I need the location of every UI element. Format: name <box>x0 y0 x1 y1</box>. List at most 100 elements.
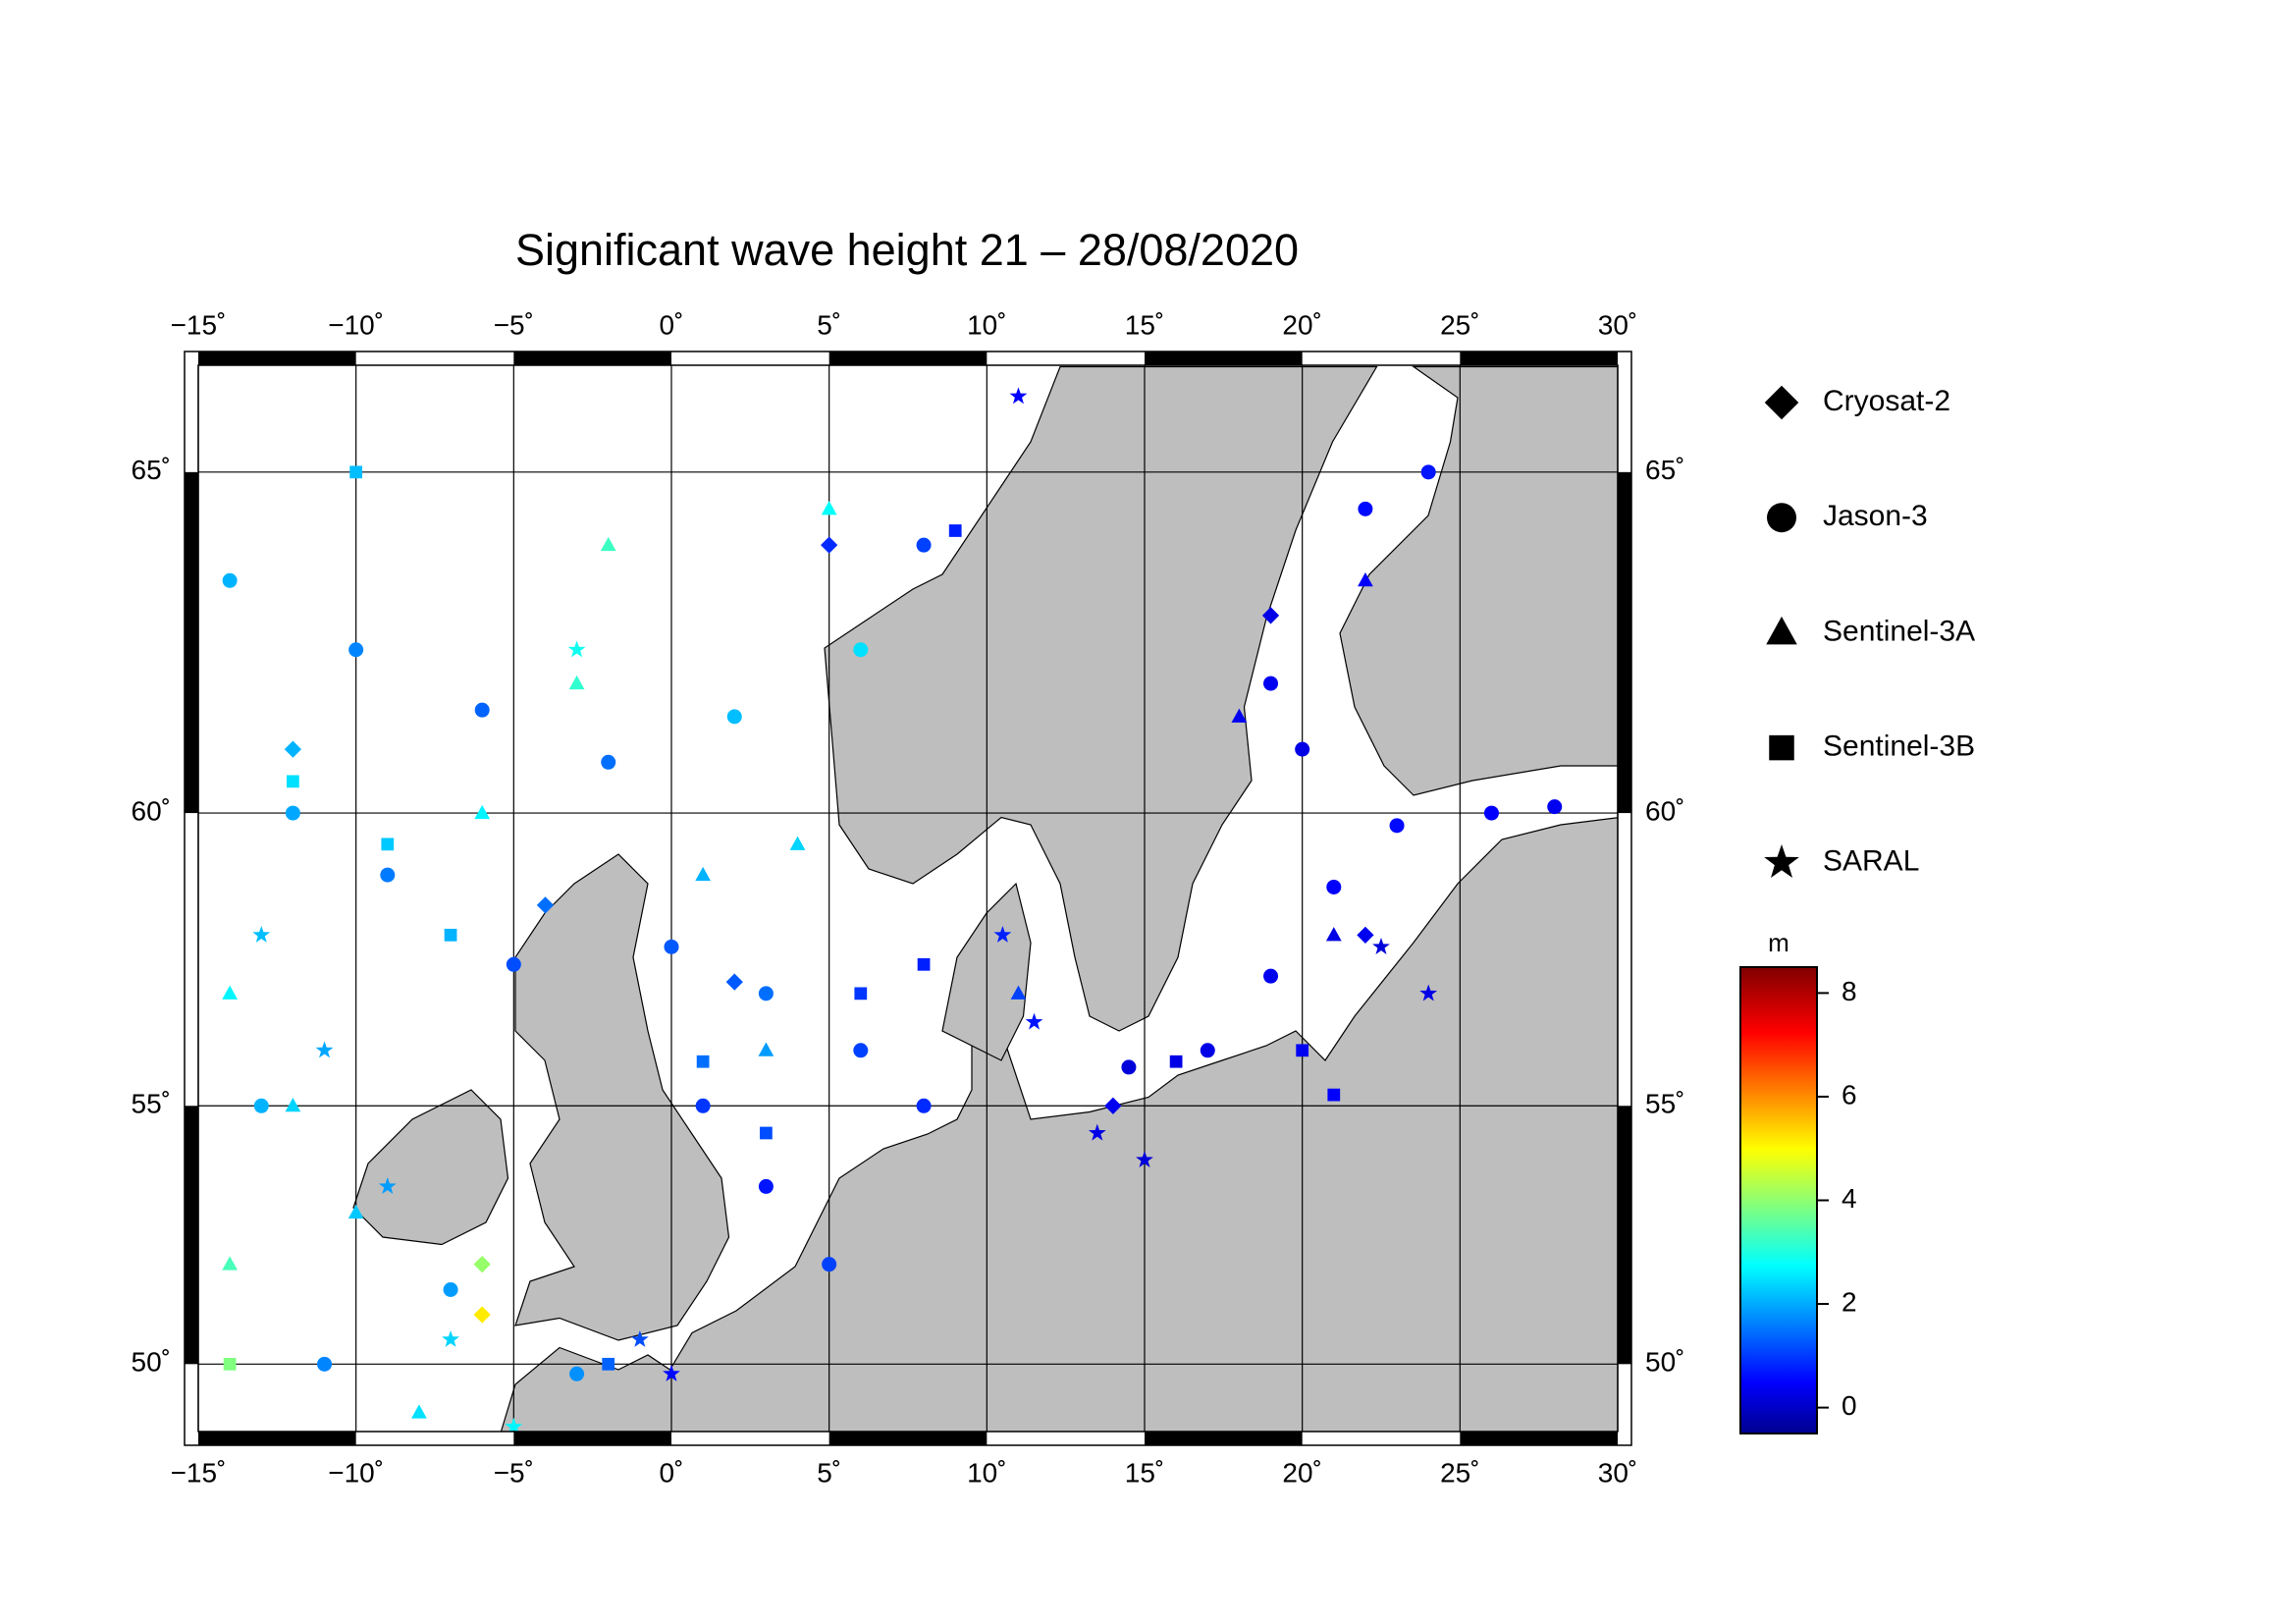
data-point <box>916 537 932 553</box>
data-point <box>1358 572 1373 587</box>
data-point <box>1121 1059 1137 1075</box>
data-point <box>1358 501 1373 516</box>
data-point <box>474 702 490 718</box>
data-point <box>1325 927 1342 942</box>
grid-layer: −15˚ −15˚ −10˚ −10˚ −5˚ −5˚ 0˚ 0˚ 5˚ 5˚ 10˚ 10˚ 15˚ 1… <box>132 309 1685 1488</box>
data-point <box>1295 741 1310 757</box>
data-point <box>348 642 364 658</box>
colorbar-label: m <box>1768 928 1789 957</box>
data-point <box>473 1256 491 1273</box>
data-point <box>1263 676 1279 691</box>
data-point <box>1231 708 1248 723</box>
great-britain <box>514 853 730 1341</box>
frame-bar <box>1145 1432 1303 1445</box>
data-point <box>1009 387 1028 405</box>
data-point <box>630 1329 649 1347</box>
frame-bar <box>185 471 198 814</box>
data-point <box>1419 984 1438 1001</box>
data-point <box>505 1417 523 1432</box>
data-point <box>222 985 239 1000</box>
x-tick-label: 20˚ <box>1282 309 1321 340</box>
colorbar-tick-label: 4 <box>1842 1183 1857 1214</box>
x-tick-label: 15˚ <box>1125 1457 1164 1488</box>
frame-bar <box>513 352 671 365</box>
legend-label: Jason-3 <box>1823 500 1928 532</box>
data-point <box>315 1041 334 1058</box>
x-tick-label: −10˚ <box>328 1457 384 1488</box>
data-point <box>695 866 712 882</box>
colorbar-ticks: 0 2 4 6 8 <box>1817 976 1857 1421</box>
data-point <box>725 973 743 991</box>
data-point <box>821 501 837 515</box>
data-point <box>1327 1088 1341 1102</box>
data-point <box>789 836 806 850</box>
data-point <box>347 1204 364 1219</box>
data-point <box>758 986 774 1001</box>
data-point <box>253 1098 269 1113</box>
data-point <box>442 1329 459 1347</box>
x-tick-label: 5˚ <box>817 309 841 340</box>
data-point <box>1483 805 1499 821</box>
data-point <box>378 1177 397 1194</box>
y-tick-label: 50˚ <box>132 1347 171 1378</box>
data-point <box>1357 926 1374 944</box>
legend-label: Cryosat-2 <box>1823 385 1950 417</box>
x-tick-label: 10˚ <box>967 309 1006 340</box>
data-point <box>602 1357 615 1371</box>
data-point <box>474 804 491 820</box>
data-point <box>1263 968 1279 984</box>
data-point <box>1169 1055 1183 1068</box>
data-point <box>601 754 616 770</box>
data-point <box>506 956 521 972</box>
x-tick-label: 30˚ <box>1598 309 1637 340</box>
frame-bar <box>1460 352 1618 365</box>
x-tick-label: 25˚ <box>1440 1457 1479 1488</box>
data-point <box>536 896 555 914</box>
x-tick-label: 10˚ <box>967 1457 1006 1488</box>
data-point <box>821 536 838 554</box>
data-point <box>285 1098 301 1112</box>
data-point <box>696 1055 710 1068</box>
x-tick-label: 0˚ <box>660 1457 684 1488</box>
data-point <box>1200 1043 1215 1058</box>
land-layer <box>352 365 1618 1432</box>
data-point <box>760 1126 773 1140</box>
legend-marker <box>1769 734 1794 761</box>
legend-label: SARAL <box>1823 845 1919 878</box>
colorbar <box>1739 966 1818 1434</box>
data-point <box>381 838 395 851</box>
data-point <box>854 987 868 1001</box>
data-point <box>317 1356 333 1372</box>
colorbar-tick-label: 0 <box>1842 1390 1857 1421</box>
x-tick-label: −10˚ <box>328 309 384 340</box>
y-tick-label: 55˚ <box>132 1089 171 1119</box>
x-tick-label: −15˚ <box>171 1457 227 1488</box>
colorbar-tick-label: 6 <box>1842 1079 1857 1109</box>
x-tick-label: 0˚ <box>660 309 684 340</box>
colorbar-tick-label: 2 <box>1842 1286 1857 1317</box>
y-tick-label: 60˚ <box>132 795 171 826</box>
x-tick-label: −15˚ <box>171 309 227 340</box>
data-point <box>822 1257 837 1272</box>
data-point <box>758 1178 774 1194</box>
data-point <box>758 1042 774 1056</box>
data-point <box>1372 937 1390 954</box>
data-point <box>853 1043 869 1058</box>
data-point <box>993 925 1012 943</box>
x-tick-label: −5˚ <box>494 309 534 340</box>
frame-bar <box>1460 1432 1618 1445</box>
data-point <box>287 775 299 788</box>
data-point <box>380 867 396 883</box>
frame-bar <box>185 1106 198 1365</box>
data-point <box>473 1306 491 1324</box>
data-point <box>1420 464 1436 480</box>
colorbar-tick-label: 8 <box>1842 976 1857 1006</box>
scandinavia <box>824 365 1378 1032</box>
data-point <box>567 640 586 658</box>
frame-bar <box>1618 471 1631 814</box>
data-point <box>853 642 869 658</box>
data-point <box>1136 1150 1153 1167</box>
data-point <box>917 957 931 971</box>
data-point <box>664 939 679 954</box>
